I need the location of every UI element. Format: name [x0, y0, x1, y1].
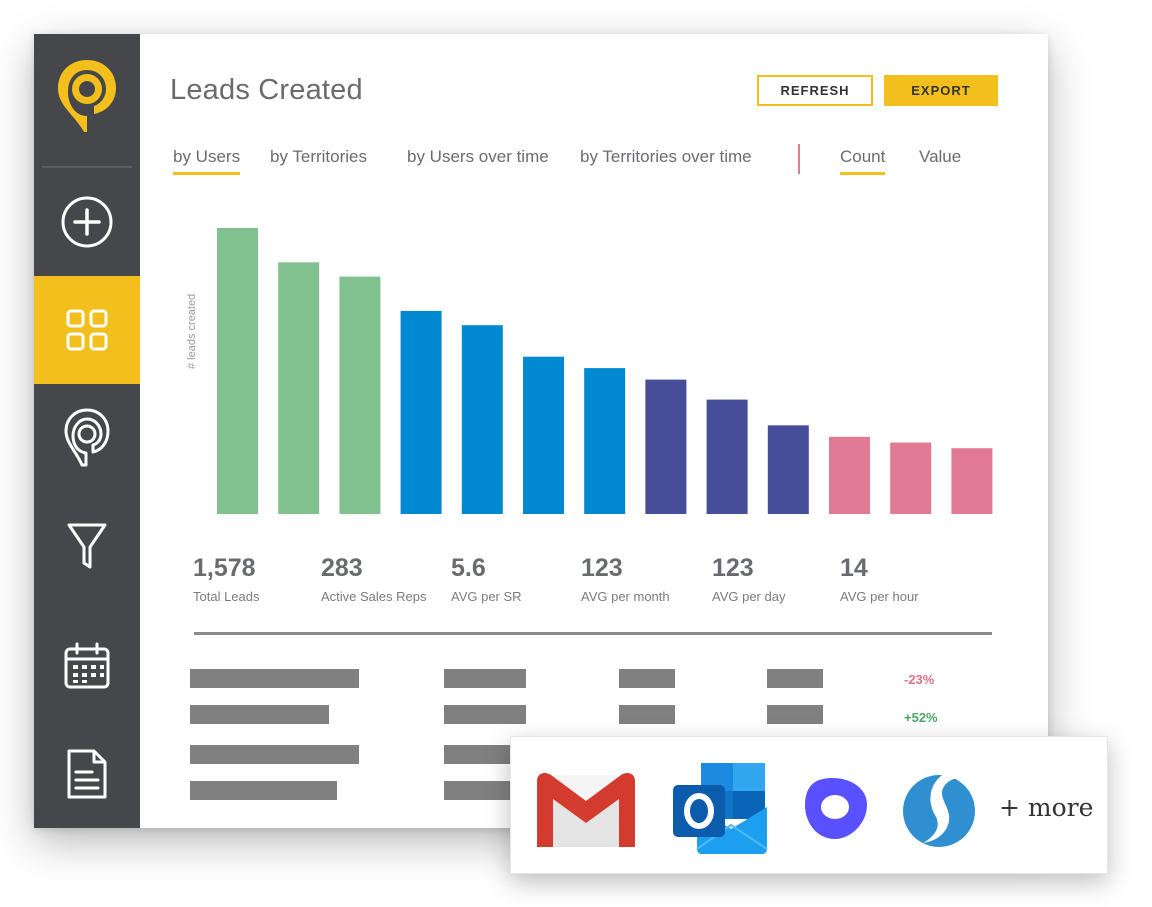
tab-by-users[interactable]: by Users: [173, 147, 241, 175]
placeholder-bar: [190, 781, 337, 800]
placeholder-bar: [444, 745, 526, 764]
sidebar-item-calendar[interactable]: [34, 612, 140, 720]
tab-count[interactable]: Count: [840, 147, 886, 175]
placeholder-bar: [767, 705, 823, 724]
sidebar: [34, 34, 140, 828]
stat-value: 1,578: [193, 554, 256, 582]
sidebar-item-filter[interactable]: [34, 492, 140, 600]
tab-value[interactable]: Value: [919, 147, 962, 166]
stat-label: Total Leads: [193, 589, 260, 604]
grid-icon: [66, 309, 108, 351]
stat-value: 123: [581, 554, 623, 582]
export-button[interactable]: EXPORT: [884, 75, 998, 106]
map-pin-icon: [64, 408, 110, 467]
refresh-button[interactable]: REFRESH: [757, 75, 873, 106]
placeholder-bar: [190, 745, 359, 764]
stat-value: 283: [321, 554, 363, 582]
placeholder-bar: [767, 669, 823, 688]
stat-active-sales-reps: 283 Active Sales Reps: [321, 554, 427, 604]
placeholder-bar: [190, 705, 329, 724]
placeholder-bar: [444, 705, 526, 724]
sidebar-divider: [42, 166, 132, 168]
stat-avg-per-sr: 5.6 AVG per SR: [451, 554, 522, 604]
stat-value: 5.6: [451, 554, 486, 582]
gmail-icon[interactable]: [535, 771, 637, 849]
stat-avg-per-month: 123 AVG per month: [581, 554, 670, 604]
page-title: Leads Created: [170, 74, 363, 106]
sidebar-item-dashboard[interactable]: [34, 276, 140, 384]
stat-label: AVG per SR: [451, 589, 522, 604]
filter-icon: [67, 523, 107, 569]
sidebar-item-map[interactable]: [34, 384, 140, 492]
delta-value: +52%: [904, 710, 938, 725]
stat-value: 14: [840, 554, 868, 582]
outreach-icon[interactable]: [801, 773, 871, 843]
sidebar-item-add[interactable]: [34, 168, 140, 276]
main-content: Leads Created REFRESH EXPORT by Users by…: [140, 34, 1048, 828]
logo-icon: [54, 56, 120, 136]
chart-y-axis-label: # leads created: [186, 293, 198, 369]
placeholder-bar: [444, 781, 526, 800]
stat-avg-per-hour: 14 AVG per hour: [840, 554, 919, 604]
sidebar-item-reports[interactable]: [34, 720, 140, 828]
integrations-panel: + more: [510, 736, 1108, 874]
tab-separator: [798, 144, 800, 174]
stat-label: AVG per month: [581, 589, 670, 604]
stat-label: AVG per hour: [840, 589, 919, 604]
stat-total-leads: 1,578 Total Leads: [193, 554, 260, 604]
section-divider: [194, 632, 992, 635]
calendar-icon: [64, 642, 110, 689]
tab-by-territories[interactable]: by Territories: [270, 147, 367, 166]
salesloft-icon[interactable]: [901, 763, 987, 851]
delta-value: -23%: [904, 672, 935, 687]
outlook-icon[interactable]: [671, 759, 771, 855]
tab-by-territories-over-time[interactable]: by Territories over time: [580, 147, 752, 166]
stat-label: AVG per day: [712, 589, 786, 604]
tab-by-users-over-time[interactable]: by Users over time: [407, 147, 549, 166]
placeholder-bar: [619, 669, 675, 688]
app-window: Leads Created REFRESH EXPORT by Users by…: [34, 34, 1048, 828]
placeholder-bar: [444, 669, 526, 688]
stat-value: 123: [712, 554, 754, 582]
document-icon: [67, 749, 107, 799]
placeholder-bar: [619, 705, 675, 724]
placeholder-bar: [190, 669, 359, 688]
more-integrations-link[interactable]: + more: [999, 793, 1094, 822]
stat-avg-per-day: 123 AVG per day: [712, 554, 785, 604]
plus-circle-icon: [61, 196, 113, 248]
stat-label: Active Sales Reps: [321, 589, 427, 604]
